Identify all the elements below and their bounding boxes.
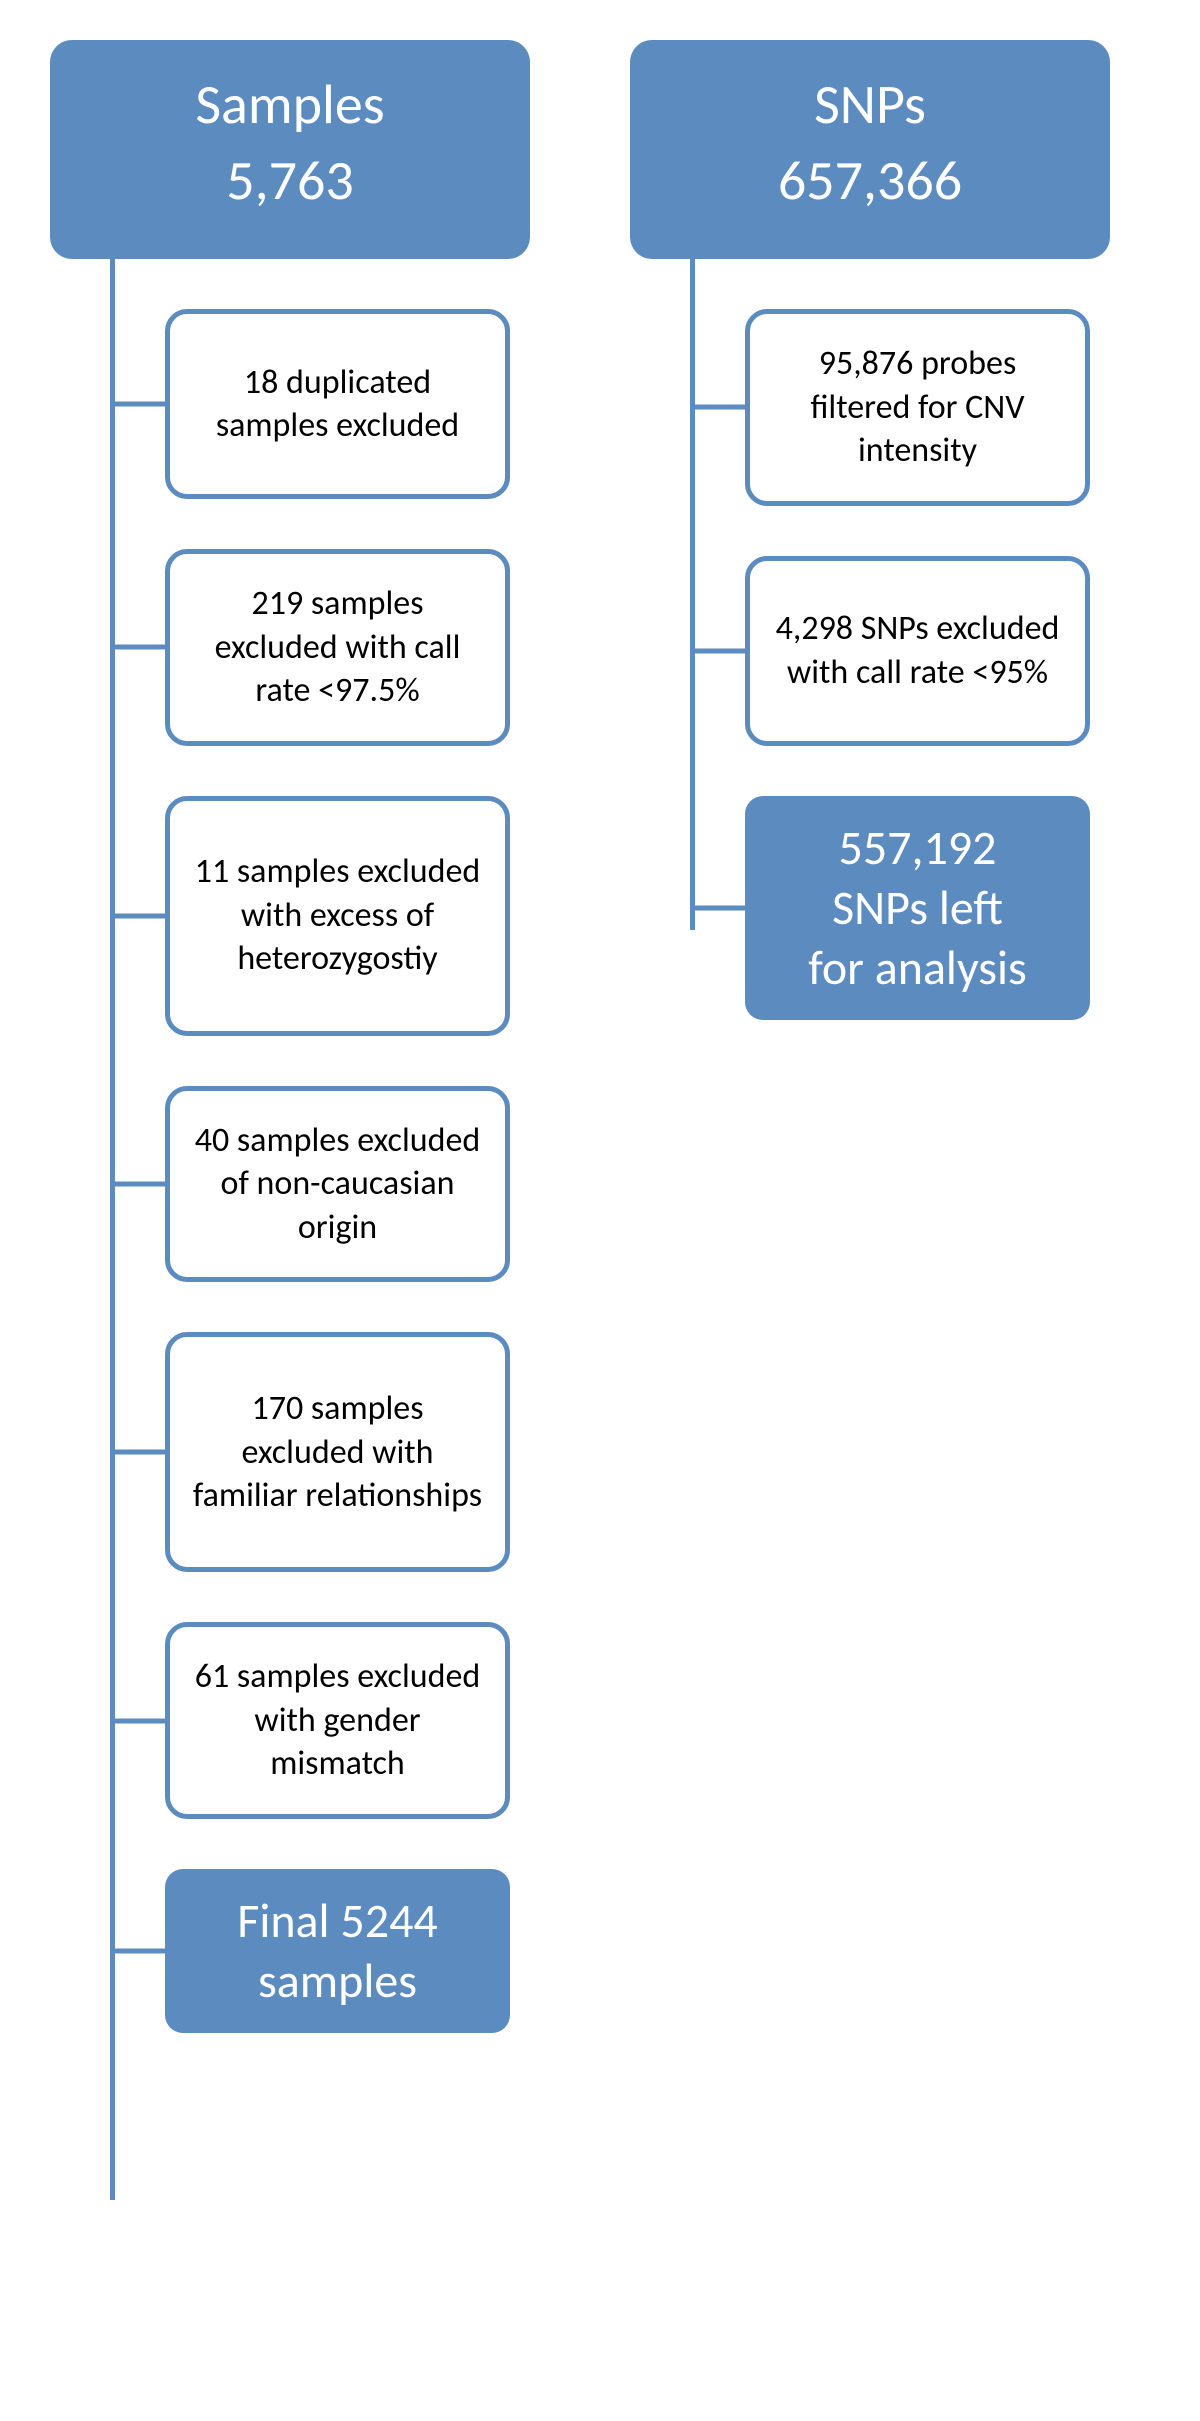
step-box: 61 samples excluded with gender mismatch: [165, 1622, 510, 1819]
step-box: 4,298 SNPs excluded with call rate <95%: [745, 556, 1090, 746]
step-wrapper: 4,298 SNPs excluded with call rate <95%: [745, 556, 1110, 746]
header-snps-line2: 657,366: [660, 144, 1080, 220]
step-wrapper: 11 samples excluded with excess of heter…: [165, 796, 530, 1036]
connector: [110, 1182, 165, 1187]
diagram-container: Samples 5,763 18 duplicated samples excl…: [50, 40, 1150, 2033]
step-text: 11 samples excluded with excess of heter…: [192, 850, 483, 981]
result-snps-line2: SNPs left: [765, 878, 1070, 938]
connector: [110, 402, 165, 407]
connector: [110, 913, 165, 918]
step-text: 170 samples excluded with familiar relat…: [192, 1387, 483, 1518]
step-box: 95,876 probes filtered for CNV intensity: [745, 309, 1090, 506]
step-box: 11 samples excluded with excess of heter…: [165, 796, 510, 1036]
connector: [690, 905, 745, 910]
step-text: 219 samples excluded with call rate <97.…: [192, 582, 483, 713]
connector: [110, 1948, 165, 1953]
column-snps: SNPs 657,366 95,876 probes filtered for …: [630, 40, 1110, 1020]
connector: [110, 1450, 165, 1455]
result-samples: Final 5244 samples: [165, 1869, 510, 2033]
header-samples-line2: 5,763: [80, 144, 500, 220]
connector: [110, 645, 165, 650]
connector: [110, 1718, 165, 1723]
header-snps: SNPs 657,366: [630, 40, 1110, 259]
step-wrapper: 61 samples excluded with gender mismatch: [165, 1622, 530, 1819]
trunk-snps: [690, 250, 695, 930]
step-text: 18 duplicated samples excluded: [192, 361, 483, 448]
step-text: 4,298 SNPs excluded with call rate <95%: [772, 607, 1063, 694]
connector: [690, 405, 745, 410]
step-box: 219 samples excluded with call rate <97.…: [165, 549, 510, 746]
step-box: 40 samples excluded of non-caucasian ori…: [165, 1086, 510, 1283]
step-text: 95,876 probes filtered for CNV intensity: [772, 342, 1063, 473]
step-wrapper: 18 duplicated samples excluded: [165, 309, 530, 499]
step-text: 61 samples excluded with gender mismatch: [192, 1655, 483, 1786]
column-samples: Samples 5,763 18 duplicated samples excl…: [50, 40, 530, 2033]
result-snps-line1: 557,192: [765, 818, 1070, 878]
step-wrapper: 219 samples excluded with call rate <97.…: [165, 549, 530, 746]
step-text: 40 samples excluded of non-caucasian ori…: [192, 1119, 483, 1250]
step-wrapper: 95,876 probes filtered for CNV intensity: [745, 309, 1110, 506]
result-wrapper: 557,192 SNPs left for analysis: [745, 796, 1110, 1020]
step-wrapper: 40 samples excluded of non-caucasian ori…: [165, 1086, 530, 1283]
result-samples-line1: Final 5244: [185, 1891, 490, 1951]
result-samples-line2: samples: [185, 1951, 490, 2011]
header-samples: Samples 5,763: [50, 40, 530, 259]
step-box: 170 samples excluded with familiar relat…: [165, 1332, 510, 1572]
result-wrapper: Final 5244 samples: [165, 1869, 530, 2033]
header-snps-line1: SNPs: [660, 68, 1080, 144]
trunk-samples: [110, 250, 115, 2200]
connector: [690, 648, 745, 653]
result-snps: 557,192 SNPs left for analysis: [745, 796, 1090, 1020]
step-box: 18 duplicated samples excluded: [165, 309, 510, 499]
step-wrapper: 170 samples excluded with familiar relat…: [165, 1332, 530, 1572]
result-snps-line3: for analysis: [765, 938, 1070, 998]
header-samples-line1: Samples: [80, 68, 500, 144]
